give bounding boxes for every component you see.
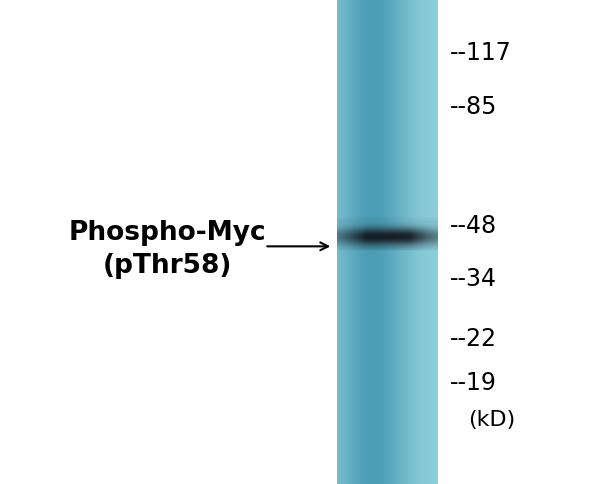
Text: Phospho-Myc
(pThr58): Phospho-Myc (pThr58) bbox=[68, 220, 266, 279]
Text: --117: --117 bbox=[450, 41, 512, 65]
Text: (kD): (kD) bbox=[468, 408, 516, 429]
Text: --48: --48 bbox=[450, 213, 497, 237]
Text: --34: --34 bbox=[450, 266, 497, 290]
Text: --22: --22 bbox=[450, 327, 497, 351]
Text: --19: --19 bbox=[450, 370, 497, 394]
Text: --85: --85 bbox=[450, 94, 497, 119]
